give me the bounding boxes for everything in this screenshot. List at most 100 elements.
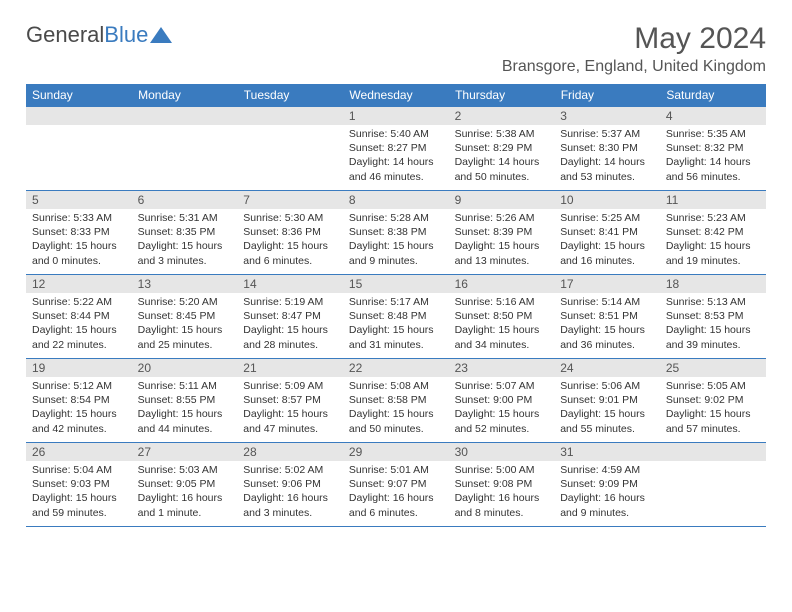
calendar-cell [237, 107, 343, 191]
calendar-cell: 29Sunrise: 5:01 AMSunset: 9:07 PMDayligh… [343, 443, 449, 527]
day-number: 16 [449, 275, 555, 293]
month-title: May 2024 [502, 22, 766, 56]
day-details: Sunrise: 5:22 AMSunset: 8:44 PMDaylight:… [26, 293, 132, 356]
day-header: Thursday [449, 84, 555, 107]
day-number: 6 [132, 191, 238, 209]
calendar-cell: 14Sunrise: 5:19 AMSunset: 8:47 PMDayligh… [237, 275, 343, 359]
day-details: Sunrise: 5:28 AMSunset: 8:38 PMDaylight:… [343, 209, 449, 272]
calendar-cell: 20Sunrise: 5:11 AMSunset: 8:55 PMDayligh… [132, 359, 238, 443]
calendar-cell: 28Sunrise: 5:02 AMSunset: 9:06 PMDayligh… [237, 443, 343, 527]
day-details: Sunrise: 5:23 AMSunset: 8:42 PMDaylight:… [660, 209, 766, 272]
day-details: Sunrise: 5:25 AMSunset: 8:41 PMDaylight:… [554, 209, 660, 272]
calendar-cell: 30Sunrise: 5:00 AMSunset: 9:08 PMDayligh… [449, 443, 555, 527]
calendar-cell: 12Sunrise: 5:22 AMSunset: 8:44 PMDayligh… [26, 275, 132, 359]
day-details: Sunrise: 5:31 AMSunset: 8:35 PMDaylight:… [132, 209, 238, 272]
day-number: 7 [237, 191, 343, 209]
day-details: Sunrise: 5:13 AMSunset: 8:53 PMDaylight:… [660, 293, 766, 356]
calendar-cell: 23Sunrise: 5:07 AMSunset: 9:00 PMDayligh… [449, 359, 555, 443]
calendar-cell: 4Sunrise: 5:35 AMSunset: 8:32 PMDaylight… [660, 107, 766, 191]
calendar-cell: 10Sunrise: 5:25 AMSunset: 8:41 PMDayligh… [554, 191, 660, 275]
day-number [132, 107, 238, 125]
day-details: Sunrise: 5:01 AMSunset: 9:07 PMDaylight:… [343, 461, 449, 524]
calendar-cell: 6Sunrise: 5:31 AMSunset: 8:35 PMDaylight… [132, 191, 238, 275]
location: Bransgore, England, United Kingdom [502, 58, 766, 76]
day-details: Sunrise: 5:02 AMSunset: 9:06 PMDaylight:… [237, 461, 343, 524]
day-details: Sunrise: 5:14 AMSunset: 8:51 PMDaylight:… [554, 293, 660, 356]
calendar-week-row: 1Sunrise: 5:40 AMSunset: 8:27 PMDaylight… [26, 107, 766, 191]
day-number: 22 [343, 359, 449, 377]
day-number: 30 [449, 443, 555, 461]
day-details: Sunrise: 5:09 AMSunset: 8:57 PMDaylight:… [237, 377, 343, 440]
day-number: 28 [237, 443, 343, 461]
day-details: Sunrise: 5:11 AMSunset: 8:55 PMDaylight:… [132, 377, 238, 440]
header: GeneralBlue May 2024 Bransgore, England,… [26, 22, 766, 76]
day-number: 18 [660, 275, 766, 293]
day-number: 17 [554, 275, 660, 293]
day-details: Sunrise: 5:17 AMSunset: 8:48 PMDaylight:… [343, 293, 449, 356]
day-number: 25 [660, 359, 766, 377]
calendar-cell: 22Sunrise: 5:08 AMSunset: 8:58 PMDayligh… [343, 359, 449, 443]
calendar-cell [132, 107, 238, 191]
calendar-cell: 31Sunrise: 4:59 AMSunset: 9:09 PMDayligh… [554, 443, 660, 527]
day-number: 12 [26, 275, 132, 293]
day-details: Sunrise: 5:26 AMSunset: 8:39 PMDaylight:… [449, 209, 555, 272]
day-number: 8 [343, 191, 449, 209]
day-number: 3 [554, 107, 660, 125]
day-details: Sunrise: 5:19 AMSunset: 8:47 PMDaylight:… [237, 293, 343, 356]
day-details: Sunrise: 5:30 AMSunset: 8:36 PMDaylight:… [237, 209, 343, 272]
day-number: 19 [26, 359, 132, 377]
day-number: 1 [343, 107, 449, 125]
day-number: 14 [237, 275, 343, 293]
day-header: Sunday [26, 84, 132, 107]
day-details: Sunrise: 5:12 AMSunset: 8:54 PMDaylight:… [26, 377, 132, 440]
calendar-table: Sunday Monday Tuesday Wednesday Thursday… [26, 84, 766, 527]
day-number [660, 443, 766, 461]
calendar-cell: 26Sunrise: 5:04 AMSunset: 9:03 PMDayligh… [26, 443, 132, 527]
calendar-week-row: 26Sunrise: 5:04 AMSunset: 9:03 PMDayligh… [26, 443, 766, 527]
title-block: May 2024 Bransgore, England, United King… [502, 22, 766, 76]
calendar-cell: 9Sunrise: 5:26 AMSunset: 8:39 PMDaylight… [449, 191, 555, 275]
day-number: 29 [343, 443, 449, 461]
day-header: Tuesday [237, 84, 343, 107]
day-number: 23 [449, 359, 555, 377]
calendar-cell [660, 443, 766, 527]
day-number: 2 [449, 107, 555, 125]
day-details: Sunrise: 5:37 AMSunset: 8:30 PMDaylight:… [554, 125, 660, 188]
day-details: Sunrise: 5:04 AMSunset: 9:03 PMDaylight:… [26, 461, 132, 524]
day-number [26, 107, 132, 125]
day-details: Sunrise: 5:20 AMSunset: 8:45 PMDaylight:… [132, 293, 238, 356]
day-details: Sunrise: 5:40 AMSunset: 8:27 PMDaylight:… [343, 125, 449, 188]
logo-triangle-icon [150, 27, 172, 43]
day-number: 20 [132, 359, 238, 377]
calendar-cell: 18Sunrise: 5:13 AMSunset: 8:53 PMDayligh… [660, 275, 766, 359]
calendar-week-row: 5Sunrise: 5:33 AMSunset: 8:33 PMDaylight… [26, 191, 766, 275]
calendar-week-row: 12Sunrise: 5:22 AMSunset: 8:44 PMDayligh… [26, 275, 766, 359]
day-header: Monday [132, 84, 238, 107]
calendar-cell: 3Sunrise: 5:37 AMSunset: 8:30 PMDaylight… [554, 107, 660, 191]
calendar-cell: 5Sunrise: 5:33 AMSunset: 8:33 PMDaylight… [26, 191, 132, 275]
calendar-cell: 21Sunrise: 5:09 AMSunset: 8:57 PMDayligh… [237, 359, 343, 443]
calendar-cell: 2Sunrise: 5:38 AMSunset: 8:29 PMDaylight… [449, 107, 555, 191]
calendar-cell: 16Sunrise: 5:16 AMSunset: 8:50 PMDayligh… [449, 275, 555, 359]
day-details: Sunrise: 5:03 AMSunset: 9:05 PMDaylight:… [132, 461, 238, 524]
calendar-cell: 11Sunrise: 5:23 AMSunset: 8:42 PMDayligh… [660, 191, 766, 275]
calendar-cell: 7Sunrise: 5:30 AMSunset: 8:36 PMDaylight… [237, 191, 343, 275]
day-details: Sunrise: 5:06 AMSunset: 9:01 PMDaylight:… [554, 377, 660, 440]
day-number: 9 [449, 191, 555, 209]
calendar-cell: 1Sunrise: 5:40 AMSunset: 8:27 PMDaylight… [343, 107, 449, 191]
day-number: 15 [343, 275, 449, 293]
day-number: 26 [26, 443, 132, 461]
day-number: 27 [132, 443, 238, 461]
logo: GeneralBlue [26, 22, 172, 48]
day-details: Sunrise: 4:59 AMSunset: 9:09 PMDaylight:… [554, 461, 660, 524]
calendar-week-row: 19Sunrise: 5:12 AMSunset: 8:54 PMDayligh… [26, 359, 766, 443]
calendar-cell: 24Sunrise: 5:06 AMSunset: 9:01 PMDayligh… [554, 359, 660, 443]
day-details: Sunrise: 5:07 AMSunset: 9:00 PMDaylight:… [449, 377, 555, 440]
day-header-row: Sunday Monday Tuesday Wednesday Thursday… [26, 84, 766, 107]
calendar-cell: 25Sunrise: 5:05 AMSunset: 9:02 PMDayligh… [660, 359, 766, 443]
calendar-cell: 19Sunrise: 5:12 AMSunset: 8:54 PMDayligh… [26, 359, 132, 443]
day-header: Friday [554, 84, 660, 107]
calendar-cell: 17Sunrise: 5:14 AMSunset: 8:51 PMDayligh… [554, 275, 660, 359]
day-number: 4 [660, 107, 766, 125]
day-header: Saturday [660, 84, 766, 107]
